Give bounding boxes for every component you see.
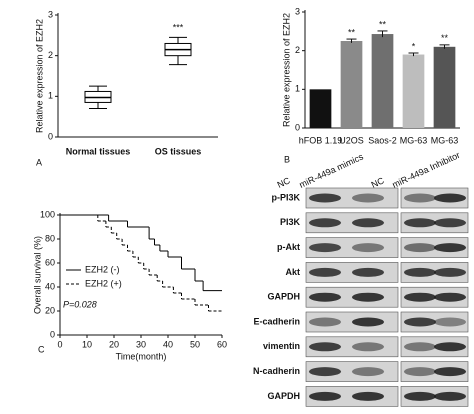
y-axis-label: Overall survival (%) [32, 236, 42, 314]
blot-band [309, 243, 341, 253]
y-tick-label: 1 [295, 84, 300, 94]
y-tick-label: 2 [295, 45, 300, 55]
blot-band [352, 218, 384, 228]
x-axis-label: Time(month) [116, 351, 167, 361]
x-tick-label: 20 [109, 339, 119, 349]
blot-band [352, 342, 384, 352]
blot-band [309, 391, 341, 401]
x-tick-label: 10 [82, 339, 92, 349]
y-tick-label: 0 [48, 131, 53, 141]
blot-band [404, 218, 436, 228]
panel-label: C [38, 344, 45, 354]
blot-band [309, 193, 341, 203]
column-label: miR-449a Inhibitor [391, 150, 462, 190]
y-tick-label: 0 [295, 122, 300, 132]
row-label: Akt [285, 267, 300, 277]
blot-band [434, 391, 466, 401]
row-label: p-PI3K [271, 192, 300, 202]
y-tick-label: 1 [48, 91, 53, 101]
row-label: GAPDH [267, 391, 300, 401]
significance-label: ** [379, 19, 387, 29]
y-tick-label: 20 [45, 305, 55, 315]
x-tick-label: 40 [163, 339, 173, 349]
blot-band [434, 193, 466, 203]
y-tick-label: 100 [40, 209, 55, 219]
panel-label: B [284, 154, 290, 164]
blot-band [352, 267, 384, 277]
y-tick-label: 80 [45, 233, 55, 243]
y-tick-label: 40 [45, 281, 55, 291]
significance-label: *** [173, 23, 184, 33]
blot-band [352, 292, 384, 302]
blot-band [352, 243, 384, 253]
bar [402, 54, 425, 128]
significance-label: * [412, 41, 416, 51]
legend-label: EZH2 (-) [85, 264, 120, 274]
bar [433, 46, 456, 128]
y-axis-label: Relative expression of EZH2 [34, 19, 44, 133]
x-tick-label: Saos-2 [368, 135, 397, 145]
significance-label: ** [441, 33, 449, 43]
blot-band [309, 367, 341, 377]
y-tick-label: 2 [48, 50, 53, 60]
blot-band [352, 391, 384, 401]
blot-band [309, 218, 341, 228]
y-axis-label: Relative expression of EZH2 [281, 13, 291, 127]
bar [309, 89, 332, 128]
blot-band [404, 193, 436, 203]
blot-band [434, 342, 466, 352]
blot-band [434, 317, 466, 327]
y-tick-label: 3 [295, 6, 300, 16]
x-tick-label: 60 [217, 339, 227, 349]
row-label: vimentin [263, 341, 300, 351]
blot-band [309, 342, 341, 352]
x-tick-label: 30 [136, 339, 146, 349]
blot-band [309, 267, 341, 277]
row-label: N-cadherin [253, 366, 300, 376]
blot-band [434, 267, 466, 277]
blot-band [404, 243, 436, 253]
blot-band [434, 292, 466, 302]
p-value: P=0.028 [63, 299, 97, 309]
blot-band [404, 367, 436, 377]
row-label: PI3K [280, 217, 301, 227]
bar [371, 34, 394, 128]
blot-band [404, 267, 436, 277]
blot-band [404, 317, 436, 327]
x-tick-label: MG-63 [400, 135, 428, 145]
blot-band [404, 292, 436, 302]
blot-band [434, 218, 466, 228]
blot-band [352, 367, 384, 377]
significance-label: ** [348, 27, 356, 37]
row-label: GAPDH [267, 292, 300, 302]
blot-band [352, 317, 384, 327]
x-tick-label: Normal tissues [66, 146, 131, 156]
blot-band [434, 367, 466, 377]
blot-band [404, 391, 436, 401]
x-tick-label: MG-63 [431, 135, 459, 145]
row-label: E-cadherin [253, 316, 300, 326]
x-tick-label: 50 [190, 339, 200, 349]
x-tick-label: hFOB 1.19 [299, 135, 343, 145]
panel-label: A [36, 157, 42, 167]
legend-label: EZH2 (+) [85, 278, 122, 288]
column-label: miR-449a mimics [298, 151, 366, 190]
blot-band [309, 317, 341, 327]
y-tick-label: 60 [45, 257, 55, 267]
x-tick-label: OS tissues [155, 146, 202, 156]
blot-band [352, 193, 384, 203]
x-tick-label: U2OS [339, 135, 364, 145]
bar [340, 41, 363, 128]
y-tick-label: 3 [48, 9, 53, 19]
y-tick-label: 0 [50, 329, 55, 339]
blot-band [309, 292, 341, 302]
x-tick-label: 0 [57, 339, 62, 349]
blot-band [434, 243, 466, 253]
blot-band [404, 342, 436, 352]
row-label: p-Akt [277, 242, 300, 252]
column-label: NC [276, 175, 292, 190]
